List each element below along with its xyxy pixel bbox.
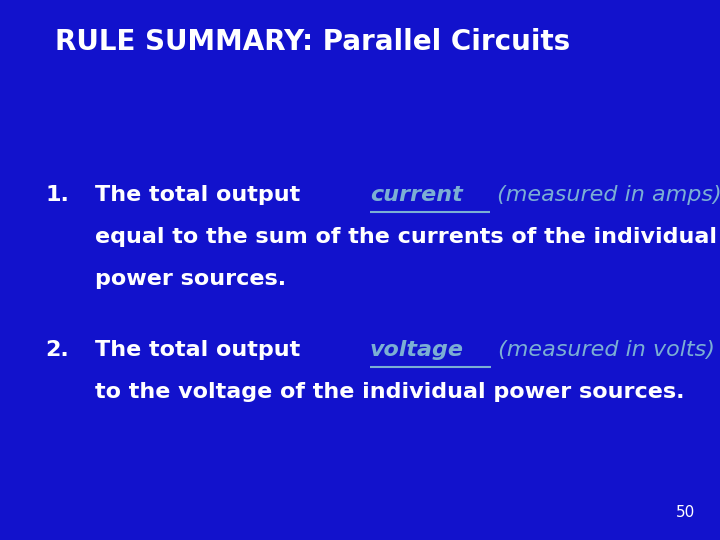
Text: (measured in amps): (measured in amps) xyxy=(490,185,720,205)
Text: 1.: 1. xyxy=(45,185,69,205)
Text: The total output: The total output xyxy=(95,340,308,360)
Text: equal to the sum of the currents of the individual: equal to the sum of the currents of the … xyxy=(95,227,717,247)
Text: to the voltage of the individual power sources.: to the voltage of the individual power s… xyxy=(95,382,685,402)
Text: 2.: 2. xyxy=(45,340,68,360)
Text: current: current xyxy=(370,185,462,205)
Text: power sources.: power sources. xyxy=(95,269,286,289)
Text: RULE SUMMARY: Parallel Circuits: RULE SUMMARY: Parallel Circuits xyxy=(55,28,570,56)
Text: (measured in volts): (measured in volts) xyxy=(491,340,715,360)
Text: voltage: voltage xyxy=(370,340,464,360)
Text: 50: 50 xyxy=(676,505,695,520)
Text: The total output: The total output xyxy=(95,185,308,205)
